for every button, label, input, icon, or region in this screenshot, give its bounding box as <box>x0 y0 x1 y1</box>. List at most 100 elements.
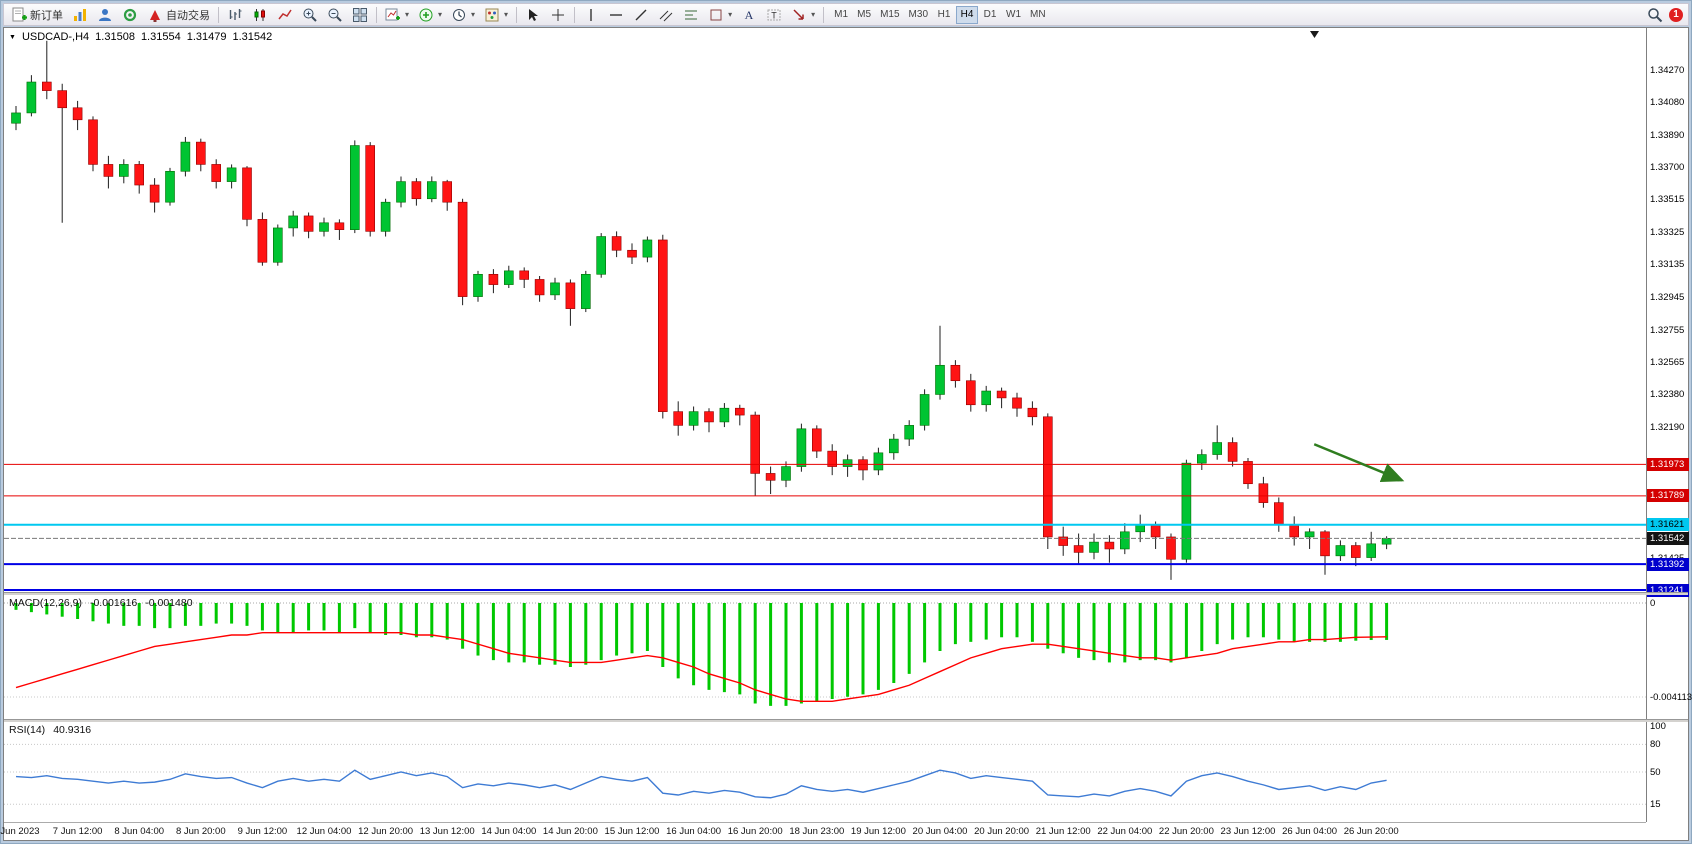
price-chart-button[interactable] <box>68 5 92 25</box>
bear-candle <box>1351 545 1361 558</box>
price-axis[interactable]: 1.34270 1.34080 1.33890 1.33700 1.33515 1.333… <box>1646 28 1689 597</box>
svg-text:A: A <box>745 8 754 22</box>
time-axis-label: 20 Jun 20:00 <box>974 826 1030 837</box>
bull-candle <box>1335 545 1346 557</box>
periods-button[interactable]: ▾ <box>447 5 479 25</box>
bar-chart-button[interactable] <box>223 5 247 25</box>
bull-candle <box>935 364 945 395</box>
bull-candle <box>226 167 237 182</box>
timeframe-button-h4[interactable]: H4 <box>956 5 978 24</box>
community-button[interactable] <box>118 5 142 25</box>
bear-candle <box>673 411 684 426</box>
timeframe-button-mn[interactable]: MN <box>1030 9 1046 20</box>
bear-candle <box>149 184 160 203</box>
bear-candle <box>1058 536 1068 546</box>
bull-candle <box>642 239 653 258</box>
trendline-tool-button[interactable] <box>629 5 653 25</box>
text-tool-button[interactable]: A <box>737 5 761 25</box>
label-tool-button[interactable]: T <box>762 5 786 25</box>
rsi-axis-label: 100 <box>1650 721 1666 732</box>
zoom-in-icon <box>303 8 317 22</box>
timeframe-button-m1[interactable]: M1 <box>834 9 849 20</box>
trend-arrow-annotation[interactable] <box>1313 443 1405 482</box>
indicators-button[interactable]: ▾ <box>414 5 446 25</box>
bear-candle <box>242 167 252 220</box>
autotrading-icon <box>150 9 160 22</box>
time-axis[interactable]: 6 Jun 2023 7 Jun 12:00 8 Jun 04:00 8 Jun 20… <box>0 822 1646 841</box>
toolbar-separator <box>823 6 825 23</box>
fibonacci-tool-button[interactable] <box>679 5 703 25</box>
timeframe-button-h1[interactable]: H1 <box>937 9 951 20</box>
time-axis-label: 14 Jun 04:00 <box>481 826 537 837</box>
crosshair-icon <box>552 8 565 21</box>
bull-candle <box>473 273 483 297</box>
macd-chart-canvas[interactable] <box>4 595 1646 719</box>
arrows-tool-button[interactable]: ▾ <box>787 5 819 25</box>
notification-badge[interactable]: 1 <box>1669 7 1683 22</box>
line-chart-button[interactable] <box>273 5 297 25</box>
profile-button[interactable] <box>93 5 117 25</box>
zoom-out-button[interactable] <box>323 5 347 25</box>
ohlc-low: 1.31479 <box>186 31 227 43</box>
bear-candle <box>457 201 468 297</box>
bull-candle <box>919 394 930 426</box>
bull-candle <box>272 227 283 263</box>
price-axis-label: 1.32755 <box>1650 324 1685 336</box>
new-order-button[interactable]: 新订单 <box>7 5 67 25</box>
timeframe-button-m30[interactable]: M30 <box>908 9 928 20</box>
cursor-tool-button[interactable] <box>521 5 545 25</box>
price-line-tag: 1.31973 <box>1647 457 1689 471</box>
panel-separator[interactable] <box>4 592 1688 595</box>
candlestick-chart-button[interactable] <box>248 5 272 25</box>
rsi-value: 40.9316 <box>53 724 92 736</box>
rsi-axis-label: 50 <box>1650 766 1661 778</box>
bear-candle <box>611 236 622 251</box>
macd-value: -0.001616 <box>89 597 138 609</box>
bull-candle <box>1135 524 1145 533</box>
price-axis-label: 1.32565 <box>1650 357 1685 369</box>
ohlc-close: 1.31542 <box>232 31 273 43</box>
price-axis-label: 1.32380 <box>1650 388 1685 400</box>
toolbar-separator <box>376 6 377 23</box>
timeframe-button-w1[interactable]: W1 <box>1006 9 1021 20</box>
bull-candle <box>1366 543 1376 558</box>
autotrading-button[interactable]: 自动交易 <box>143 5 214 25</box>
tile-windows-button[interactable] <box>348 5 372 25</box>
templates-button[interactable]: ▾ <box>480 5 512 25</box>
chart-window: ▼ USDCAD-,H4 1.31508 1.31554 1.31479 1.3… <box>0 27 1692 841</box>
zoom-in-button[interactable] <box>298 5 322 25</box>
bull-candle <box>1197 454 1207 464</box>
rsi-axis[interactable]: 100 80 50 15 <box>1646 721 1689 822</box>
timeframe-button-m5[interactable]: M5 <box>857 9 872 20</box>
channel-tool-button[interactable] <box>654 5 678 25</box>
search-icon[interactable] <box>1647 7 1663 23</box>
new-chart-button[interactable]: ▾ <box>381 5 413 25</box>
shapes-tool-button[interactable]: ▾ <box>704 5 736 25</box>
crosshair-tool-button[interactable] <box>546 5 570 25</box>
one-click-collapse-icon[interactable]: ▼ <box>9 33 16 41</box>
time-axis-label: 15 Jun 12:00 <box>604 826 660 837</box>
vertical-line-tool-button[interactable] <box>579 5 603 25</box>
rsi-chart-canvas[interactable] <box>4 722 1646 822</box>
panel-separator[interactable] <box>4 719 1688 722</box>
candlestick-chart-canvas[interactable] <box>4 28 1646 592</box>
horizontal-line-tool-button[interactable] <box>604 5 628 25</box>
svg-text:T: T <box>771 10 777 20</box>
timeframe-button-m15[interactable]: M15 <box>880 9 900 20</box>
main-price-panel[interactable] <box>4 28 1646 592</box>
arrow-objects-icon <box>793 8 804 20</box>
autotrading-label: 自动交易 <box>166 9 210 22</box>
macd-name: MACD(12,26,9) <box>9 597 82 609</box>
macd-axis[interactable]: 0 -0.004113 <box>1646 595 1692 719</box>
chart-shift-marker[interactable] <box>1310 31 1319 38</box>
new-order-label: 新订单 <box>30 9 63 22</box>
price-axis-label: 1.32190 <box>1650 421 1685 433</box>
rsi-name: RSI(14) <box>9 724 46 736</box>
bear-candle <box>1320 531 1330 557</box>
bear-candle <box>1243 461 1253 485</box>
rsi-panel[interactable] <box>4 722 1646 822</box>
macd-panel[interactable] <box>4 595 1646 719</box>
candlestick-chart-icon <box>254 8 265 21</box>
timeframe-button-d1[interactable]: D1 <box>983 9 997 20</box>
fibonacci-icon <box>685 10 698 19</box>
